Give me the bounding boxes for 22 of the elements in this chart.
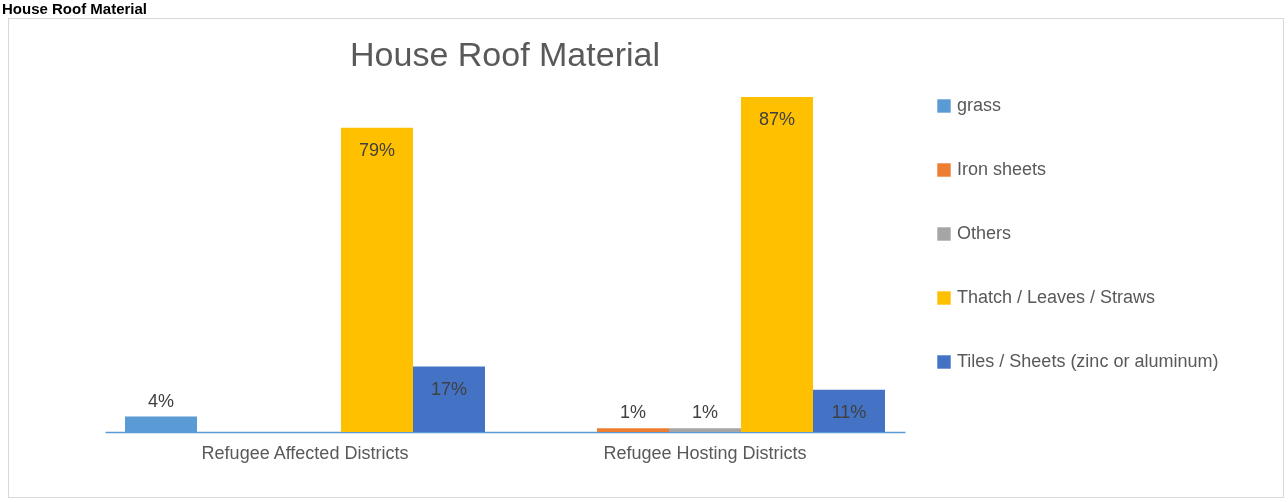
legend-label: grass: [957, 95, 1002, 115]
bar: [341, 127, 413, 432]
data-label: 79%: [358, 139, 396, 160]
bar: [741, 97, 813, 432]
legend-label: Others: [957, 223, 1012, 243]
chart-title: House Roof Material: [350, 35, 660, 73]
data-label: 11%: [831, 401, 867, 422]
data-label: 4%: [147, 390, 175, 411]
bar: [597, 428, 669, 432]
bar: [413, 366, 485, 432]
x-tick-label: Refugee Hosting Districts: [603, 442, 807, 463]
data-label: 17%: [430, 378, 468, 399]
x-tick-label: Refugee Affected Districts: [201, 442, 409, 463]
legend-label: Iron sheets: [957, 159, 1047, 179]
bar: [669, 428, 741, 432]
bar: [813, 389, 885, 432]
data-label: 1%: [691, 402, 719, 423]
data-label: 1%: [619, 402, 647, 423]
legend-label: Tiles / Sheets (zinc or aluminum): [957, 351, 1219, 371]
text: House Roof Material: [1, 0, 149, 18]
data-label: 87%: [758, 109, 796, 129]
legend-label: Thatch / Leaves / Straws: [957, 287, 1156, 307]
